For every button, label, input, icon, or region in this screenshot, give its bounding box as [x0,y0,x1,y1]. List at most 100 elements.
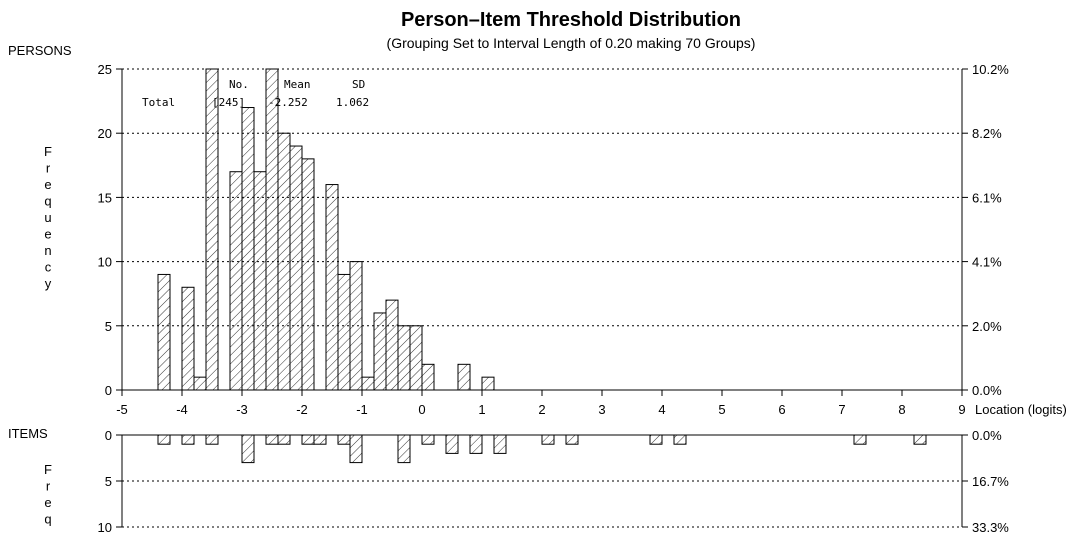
stats-sd: 1.062 [336,96,369,109]
summary-stats: No. Mean SD Total [245] -2.252 1.062 [142,78,369,109]
items-panel-label: ITEMS [8,426,48,441]
persons-percent-tick-label: 0.0% [972,383,1002,398]
items-percent-tick-label: 16.7% [972,474,1009,489]
persons-y-tick-label: 20 [98,126,112,141]
y-label-letter: e [44,495,51,510]
persons-y-tick-label: 10 [98,255,112,270]
x-tick-label: 9 [958,402,965,417]
items-bar [157,434,171,445]
tick-labels: 0 0.0%5 2.0%10 4.1%15 6.1%20 8.2%25 10.2%-5 -4-… [98,62,1010,535]
y-label-letter: u [44,210,51,225]
x-tick-label: -2 [296,402,308,417]
persons-bar [325,184,339,391]
items-bar [421,434,435,445]
stats-count: [245] [212,96,245,109]
x-tick-label: 5 [718,402,725,417]
stats-header-mean: Mean [284,78,311,91]
items-bar [205,434,219,445]
stats-row-label: Total [142,96,175,109]
items-bar [397,434,411,464]
items-bar [493,434,507,454]
persons-bar [277,132,291,391]
y-label-letter: e [44,177,51,192]
x-tick-label: -4 [176,402,188,417]
items-bar [265,434,279,445]
persons-percent-tick-label: 10.2% [972,62,1009,77]
items-bar [241,434,255,464]
persons-bars [157,68,495,391]
x-axis-label: Location (logits) [975,402,1067,417]
items-bar [541,434,555,445]
items-bar [649,434,663,445]
y-label-letter: q [44,194,51,209]
items-bar [181,434,195,445]
y-label-letter: n [44,243,51,258]
persons-bar [253,171,267,391]
persons-bar [265,68,279,391]
persons-bar [481,376,495,391]
x-tick-label: 4 [658,402,665,417]
items-bar [673,434,687,445]
persons-bar [241,107,255,391]
items-bar [445,434,459,454]
y-label-letter: r [46,161,51,176]
persons-y-tick-label: 15 [98,190,112,205]
items-y-tick-label: 0 [105,428,112,443]
x-tick-label: -5 [116,402,128,417]
x-tick-label: 1 [478,402,485,417]
x-tick-label: -1 [356,402,368,417]
persons-bar [361,376,375,391]
items-bar [565,434,579,445]
y-label-letter: F [44,462,52,477]
persons-bar [385,299,399,391]
items-bars [157,434,927,464]
items-y-tick-label: 5 [105,474,112,489]
persons-bar [421,363,435,391]
x-tick-label: 3 [598,402,605,417]
persons-panel-label: PERSONS [8,43,72,58]
y-label-letter: r [46,479,51,494]
persons-bar [373,312,387,391]
y-label-letter: e [44,227,51,242]
items-bar [313,434,327,445]
y-label-letter: c [45,260,52,275]
items-y-tick-label: 10 [98,520,112,535]
y-label-letter: F [44,144,52,159]
persons-bar [205,68,219,391]
persons-percent-tick-label: 8.2% [972,126,1002,141]
x-tick-label: 8 [898,402,905,417]
persons-bar [193,376,207,391]
chart-title: Person–Item Threshold Distribution [401,9,741,31]
items-bar [349,434,363,464]
persons-y-tick-label: 25 [98,62,112,77]
x-tick-label: 6 [778,402,785,417]
stats-header-no: No. [229,78,249,91]
x-tick-label: -3 [236,402,248,417]
items-bar [337,434,351,445]
y-label-letter: y [45,276,52,291]
chart-subtitle: (Grouping Set to Interval Length of 0.20… [387,35,756,51]
stats-mean: -2.252 [268,96,308,109]
x-tick-label: 2 [538,402,545,417]
persons-bar [349,261,363,391]
y-label-letter: q [44,512,51,527]
persons-bar [289,145,303,391]
persons-y-tick-label: 5 [105,319,112,334]
persons-percent-tick-label: 2.0% [972,319,1002,334]
items-bar [301,434,315,445]
persons-bar [457,363,471,391]
persons-bar [337,273,351,391]
stats-header-sd: SD [352,78,365,91]
persons-y-tick-label: 0 [105,383,112,398]
x-tick-label: 0 [418,402,425,417]
persons-bar [181,286,195,391]
persons-percent-tick-label: 6.1% [972,190,1002,205]
persons-bar [157,273,171,391]
items-percent-tick-label: 33.3% [972,520,1009,535]
persons-percent-tick-label: 4.1% [972,255,1002,270]
items-percent-tick-label: 0.0% [972,428,1002,443]
items-bar [853,434,867,445]
